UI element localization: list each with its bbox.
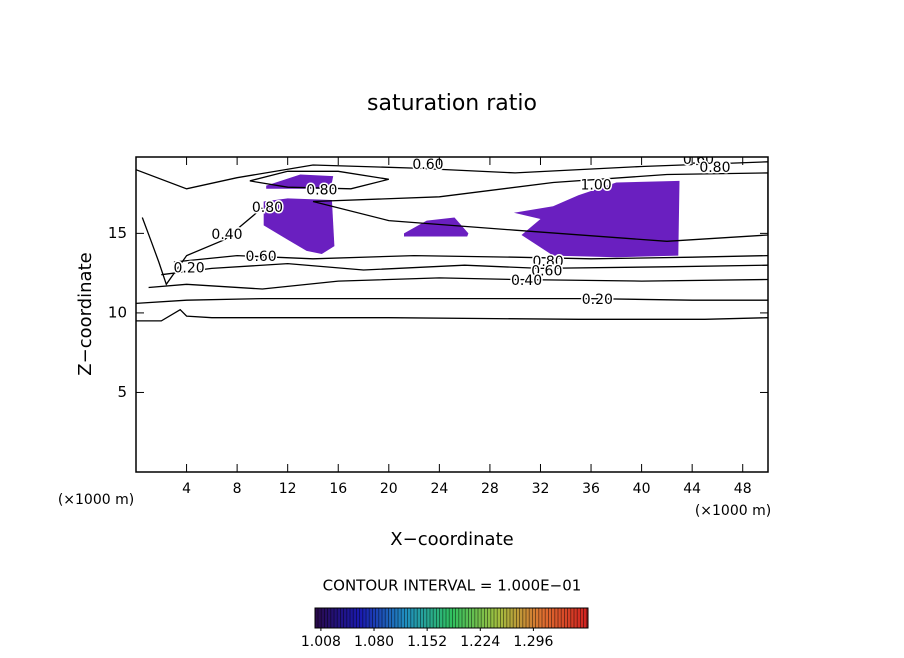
y-tick-label: 15	[108, 224, 127, 242]
contour-label: 0.60	[246, 249, 277, 265]
colorbar-frame	[314, 607, 589, 629]
plot-frame	[135, 156, 769, 473]
colorbar-tick-label: 1.224	[460, 634, 500, 650]
colorbar-tick-label: 1.152	[407, 634, 447, 650]
filled-region	[404, 217, 469, 237]
filled-region	[513, 180, 680, 258]
x-tick-label: 24	[430, 481, 448, 497]
contour-line	[136, 161, 768, 190]
contour-line	[173, 254, 768, 263]
x-unit-label: (×1000 m)	[695, 503, 771, 519]
x-tick-label: 20	[380, 481, 398, 497]
contour-label: 0.20	[174, 260, 205, 276]
contour-line	[312, 172, 768, 242]
contour-label: 0.60	[531, 264, 562, 280]
contour-label: 0.20	[582, 292, 613, 308]
contour-label: 0.40	[511, 273, 542, 289]
contour-line	[136, 308, 768, 322]
contour-line	[161, 262, 768, 276]
x-tick-label: 32	[532, 481, 550, 497]
chart-title: saturation ratio	[367, 91, 537, 116]
contour-label: 1.00	[581, 178, 612, 194]
filled-region	[263, 198, 335, 254]
contour-label: 0.80	[306, 182, 337, 198]
x-tick-label: 48	[734, 481, 752, 497]
x-tick-label: 8	[233, 481, 242, 497]
x-unit-label: (×1000 m)	[58, 492, 134, 508]
x-tick-label: 44	[683, 481, 701, 497]
contour-label: 0.40	[211, 227, 242, 243]
x-tick-label: 4	[182, 481, 191, 497]
x-tick-label: 28	[481, 481, 499, 497]
y-tick-label: 10	[108, 303, 127, 321]
y-tick-label: 5	[117, 383, 127, 401]
contour-label: 0.60	[683, 152, 714, 168]
x-tick-label: 16	[329, 481, 347, 497]
x-tick-label: 36	[582, 481, 600, 497]
contour-line	[136, 297, 768, 305]
contour-label: 0.80	[699, 160, 730, 176]
filled-region	[266, 174, 334, 189]
colorbar-tick-label: 1.080	[354, 634, 394, 650]
contour-line	[148, 277, 768, 290]
contour-interval: CONTOUR INTERVAL = 1.000E−01	[323, 577, 582, 595]
x-axis-label: X−coordinate	[390, 529, 513, 550]
contour-line	[141, 207, 263, 286]
colorbar	[315, 608, 588, 628]
contour-label: 0.60	[412, 157, 443, 173]
x-tick-label: 12	[279, 481, 297, 497]
contour-label: 0.80	[252, 200, 283, 216]
y-axis-label: Z−coordinate	[75, 252, 96, 375]
contour-line	[249, 170, 389, 190]
colorbar-tick-label: 1.296	[513, 634, 553, 650]
x-tick-label: 40	[633, 481, 651, 497]
colorbar-tick-label: 1.008	[301, 634, 341, 650]
plot-area: 0.60 0.600.801.000.800.800.400.60 0.800.60…	[136, 152, 768, 322]
contour-label: 0.80	[532, 254, 563, 270]
